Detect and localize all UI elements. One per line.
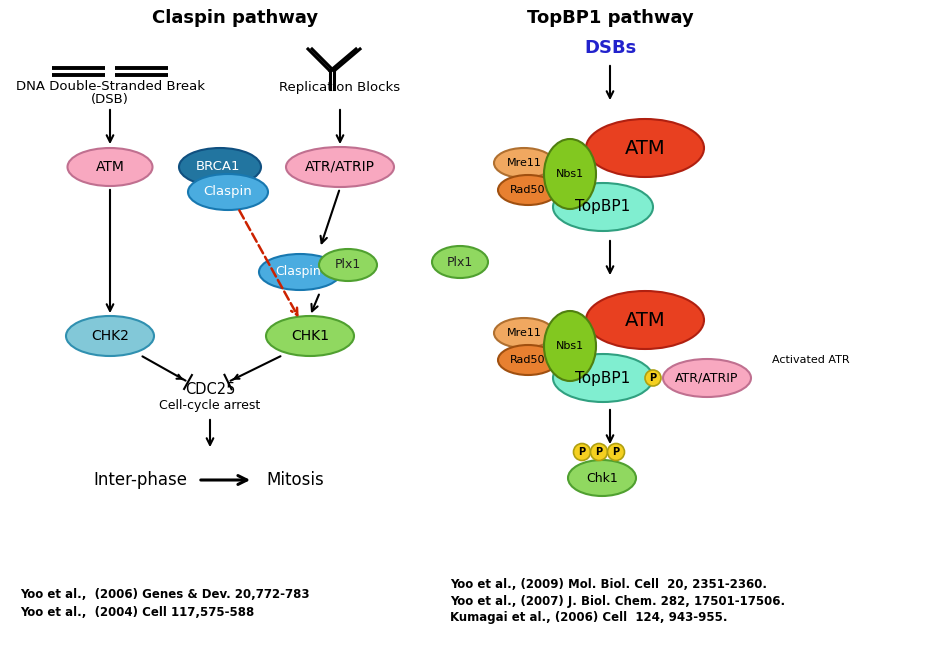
Ellipse shape	[319, 249, 377, 281]
Ellipse shape	[498, 175, 558, 205]
Ellipse shape	[494, 148, 554, 178]
Ellipse shape	[544, 139, 596, 209]
Text: P: P	[578, 447, 586, 457]
Ellipse shape	[188, 174, 268, 210]
Ellipse shape	[553, 183, 653, 231]
Text: Mre11: Mre11	[506, 328, 542, 338]
Ellipse shape	[591, 444, 608, 461]
Text: ATR/ATRIP: ATR/ATRIP	[305, 160, 375, 174]
Ellipse shape	[586, 119, 704, 177]
Ellipse shape	[179, 148, 261, 186]
Text: Nbs1: Nbs1	[556, 169, 584, 179]
Ellipse shape	[663, 359, 751, 397]
Text: P: P	[612, 447, 620, 457]
Ellipse shape	[553, 354, 653, 402]
Text: ATM: ATM	[624, 310, 666, 330]
Text: Yoo et al., (2007) J. Biol. Chem. 282, 17501-17506.: Yoo et al., (2007) J. Biol. Chem. 282, 1…	[450, 594, 785, 608]
Ellipse shape	[494, 318, 554, 348]
Text: Yoo et al.,  (2006) Genes & Dev. 20,772-783: Yoo et al., (2006) Genes & Dev. 20,772-7…	[20, 588, 310, 602]
Text: ATR/ATRIP: ATR/ATRIP	[675, 372, 739, 384]
Ellipse shape	[645, 370, 661, 386]
Text: Replication Blocks: Replication Blocks	[280, 80, 401, 94]
Text: Claspin: Claspin	[204, 185, 253, 198]
Text: BRCA1: BRCA1	[195, 161, 240, 173]
Text: ATM: ATM	[96, 160, 125, 174]
Text: Rad50: Rad50	[510, 185, 546, 195]
Ellipse shape	[608, 444, 624, 461]
Text: Inter-phase: Inter-phase	[93, 471, 187, 489]
Text: TopBP1 pathway: TopBP1 pathway	[527, 9, 693, 27]
Ellipse shape	[574, 444, 591, 461]
Ellipse shape	[498, 345, 558, 375]
Ellipse shape	[68, 148, 152, 186]
Text: CDC25: CDC25	[185, 382, 235, 397]
Ellipse shape	[568, 460, 636, 496]
Text: Yoo et al., (2009) Mol. Biol. Cell  20, 2351-2360.: Yoo et al., (2009) Mol. Biol. Cell 20, 2…	[450, 577, 767, 590]
Text: CHK2: CHK2	[91, 329, 129, 343]
Text: TopBP1: TopBP1	[576, 200, 631, 214]
Text: Chk1: Chk1	[586, 471, 618, 484]
Text: CHK1: CHK1	[291, 329, 329, 343]
Text: Mre11: Mre11	[506, 158, 542, 168]
Text: P: P	[650, 373, 656, 383]
Text: DSBs: DSBs	[584, 39, 636, 57]
Text: Yoo et al.,  (2004) Cell 117,575-588: Yoo et al., (2004) Cell 117,575-588	[20, 606, 254, 619]
Text: DNA Double-Stranded Break: DNA Double-Stranded Break	[16, 80, 205, 94]
Text: Rad50: Rad50	[510, 355, 546, 365]
Text: Kumagai et al., (2006) Cell  124, 943-955.: Kumagai et al., (2006) Cell 124, 943-955…	[450, 612, 728, 625]
Ellipse shape	[66, 316, 154, 356]
Text: Plx1: Plx1	[447, 256, 473, 268]
Text: Mitosis: Mitosis	[266, 471, 324, 489]
Ellipse shape	[544, 311, 596, 381]
Ellipse shape	[259, 254, 341, 290]
Text: (DSB): (DSB)	[91, 92, 129, 105]
Text: Claspin: Claspin	[275, 266, 321, 279]
Text: Plx1: Plx1	[335, 258, 362, 272]
Ellipse shape	[432, 246, 488, 278]
Text: ATM: ATM	[624, 138, 666, 158]
Text: Cell-cycle arrest: Cell-cycle arrest	[160, 399, 261, 411]
Text: Nbs1: Nbs1	[556, 341, 584, 351]
Text: Activated ATR: Activated ATR	[772, 355, 850, 365]
Ellipse shape	[266, 316, 354, 356]
Ellipse shape	[286, 147, 394, 187]
Ellipse shape	[586, 291, 704, 349]
Text: Claspin pathway: Claspin pathway	[152, 9, 318, 27]
Text: P: P	[595, 447, 603, 457]
Text: TopBP1: TopBP1	[576, 370, 631, 386]
